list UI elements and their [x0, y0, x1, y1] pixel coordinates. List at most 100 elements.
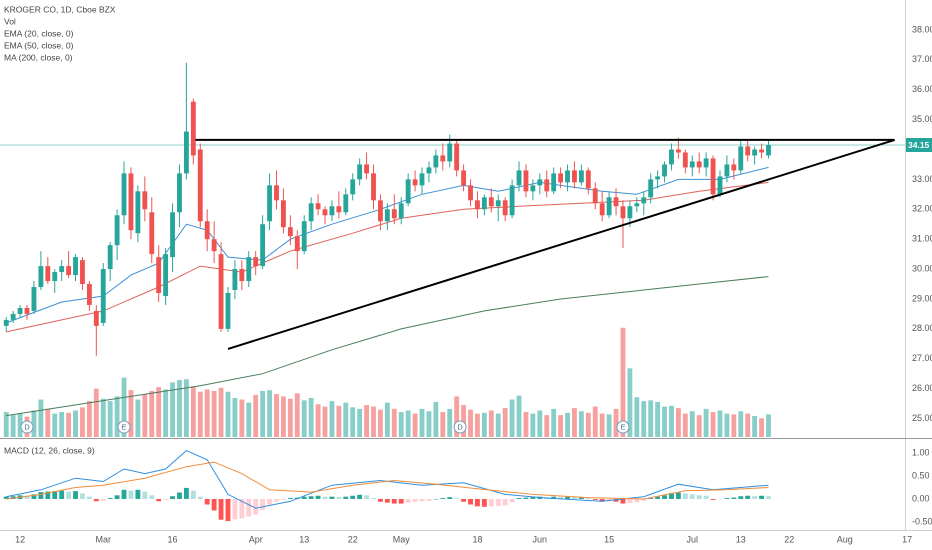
macd-line — [6, 461, 769, 500]
candle-body — [481, 197, 487, 210]
legend-entry: MA (200, close, 0) — [4, 52, 73, 62]
candle-body — [703, 158, 709, 168]
volume-bar — [669, 405, 674, 437]
candle-body — [551, 173, 557, 192]
candle-body — [655, 176, 661, 180]
candle-body — [52, 272, 58, 282]
volume-bar — [544, 415, 550, 437]
candle-body — [107, 245, 113, 270]
y-tick-label: 28.00 — [912, 323, 932, 333]
candle-body — [724, 164, 730, 177]
event-marker — [117, 420, 131, 434]
candle-body — [59, 266, 65, 273]
candle-body — [419, 173, 425, 186]
candle-body — [86, 284, 92, 305]
volume-bar — [142, 394, 148, 437]
candle-body — [627, 206, 633, 219]
macd-histogram-bar — [357, 494, 363, 499]
macd-histogram-bar — [190, 490, 196, 499]
candle-body — [246, 257, 252, 282]
last-price-label: 34.15 — [908, 140, 930, 150]
candle-body — [100, 269, 106, 323]
volume-bar — [398, 412, 404, 437]
macd-histogram-bar — [170, 496, 175, 499]
candle-body — [73, 257, 78, 276]
candle-body — [766, 145, 771, 156]
macd-histogram-bar — [572, 497, 577, 499]
macd-histogram-bar — [675, 492, 681, 499]
x-tick-label: 16 — [168, 534, 178, 544]
volume-bar — [703, 408, 709, 437]
macd-histogram-bar — [509, 498, 515, 503]
macd-histogram-bar — [641, 498, 647, 501]
volume-bar — [350, 407, 356, 437]
x-tick-label: May — [393, 534, 411, 544]
candle-body — [634, 203, 640, 207]
volume-bar — [190, 386, 196, 437]
macd-histogram-bar — [232, 498, 238, 520]
candle-body — [745, 146, 751, 156]
candle-body — [606, 197, 612, 216]
macd-histogram-bar — [419, 498, 425, 502]
macd-histogram-bar — [280, 498, 286, 500]
candle-body — [682, 152, 688, 168]
macd-histogram-bar — [38, 492, 44, 499]
volume-bar — [578, 411, 584, 437]
macd-histogram-bar — [475, 498, 480, 507]
x-tick-label: 22 — [348, 534, 358, 544]
volume-bar — [384, 402, 390, 437]
macd-histogram-bar — [315, 495, 321, 499]
volume-bar — [440, 412, 446, 437]
macd-histogram-bar — [634, 498, 640, 503]
volume-bar — [38, 399, 44, 437]
macd-histogram-bar — [66, 491, 72, 499]
volume-bar — [336, 405, 342, 437]
volume-bar — [724, 413, 730, 437]
macd-histogram-bar — [308, 496, 314, 499]
candle-body — [391, 209, 397, 219]
candle-body — [585, 170, 591, 189]
macd-histogram-bar — [100, 498, 106, 501]
candle-body — [329, 206, 335, 216]
candle-body — [440, 155, 446, 162]
volume-bar — [752, 415, 758, 437]
macd-histogram-bar — [481, 498, 487, 507]
macd-histogram-bar — [135, 489, 141, 499]
macd-tick-label: 1.00 — [912, 447, 930, 457]
x-tick-label: 12 — [15, 534, 25, 544]
candle-body — [218, 254, 224, 329]
volume-bar — [433, 401, 439, 437]
y-tick-label: 33.00 — [912, 174, 932, 184]
candle-body — [502, 200, 508, 216]
candle-body — [301, 221, 307, 252]
candle-body — [128, 173, 134, 231]
volume-bar — [641, 401, 647, 437]
macd-histogram-bar — [558, 497, 564, 499]
moving-average-line — [6, 276, 769, 417]
candle-body — [475, 200, 480, 210]
macd-histogram-bar — [183, 487, 189, 499]
volume-bar — [565, 412, 570, 437]
volume-bar — [170, 382, 175, 437]
candle-body — [24, 307, 30, 314]
macd-histogram-bar — [260, 498, 266, 511]
volume-bar — [405, 410, 411, 437]
volume-bar — [745, 413, 751, 437]
macd-histogram-bar — [93, 498, 99, 502]
event-label: D — [457, 422, 463, 431]
candle-body — [544, 179, 550, 192]
volume-bar — [260, 390, 266, 437]
macd-histogram-bar — [287, 498, 293, 499]
candle-body — [336, 206, 342, 213]
candle-body — [537, 179, 543, 186]
candle-body — [274, 185, 279, 201]
volume-bar — [717, 410, 723, 437]
volume-bar — [738, 411, 744, 437]
macd-histogram-bar — [724, 498, 730, 499]
candle-body — [350, 179, 356, 195]
candle-body — [287, 227, 293, 237]
candle-body — [308, 203, 314, 222]
volume-bar — [253, 394, 259, 437]
candle-body — [294, 236, 300, 252]
